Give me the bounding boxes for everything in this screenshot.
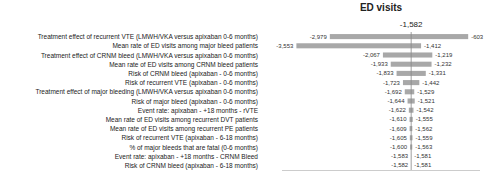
category-label: Risk of recurrent VTE (apixaban - 0-6 mo… <box>125 79 258 87</box>
value-label: -1,644 <box>388 98 406 104</box>
category-label: Mean rate of ED visits among CRNM bleed … <box>109 61 259 69</box>
value-label: -1,610 <box>390 116 408 122</box>
value-label: -1,723 <box>383 80 401 86</box>
value-label: -2,979 <box>310 34 328 40</box>
value-label: -1,582 <box>391 162 409 168</box>
baseline-label: -1,582 <box>400 20 423 29</box>
bars <box>296 32 468 170</box>
value-label: -1,529 <box>417 89 435 95</box>
category-label: Mean rate of ED visits among major bleed… <box>112 42 258 50</box>
baseline <box>411 32 412 170</box>
value-label: -1,609 <box>390 126 408 132</box>
value-label: -1,555 <box>416 116 434 122</box>
value-label: -1,833 <box>377 70 395 76</box>
category-label: Mean rate of ED visits among recurrent P… <box>110 125 259 133</box>
value-label: -1,442 <box>422 80 440 86</box>
value-label: -1,563 <box>415 144 433 150</box>
value-label: -1,600 <box>390 144 408 150</box>
value-label: -3,553 <box>276 43 294 49</box>
category-label: Mean rate of ED visits among recurrent D… <box>106 116 259 124</box>
title: ED visits <box>360 2 403 13</box>
value-label: -1,219 <box>435 52 453 58</box>
chart: ED visits Treatment effect of recurrent V… <box>0 0 500 173</box>
value-label: -1,412 <box>424 43 442 49</box>
category-label: Treatment effect of major bleeding (LMWH… <box>35 88 258 96</box>
category-label: Event rate: apixaban - +18 months - CRNM… <box>115 153 259 161</box>
category-label: Treatment effect of recurrent VTE (LMWH/… <box>38 33 258 41</box>
category-label: Event rate: apixaban - +18 months - rVTE <box>138 107 259 115</box>
bar <box>383 52 432 57</box>
value-label: -1,933 <box>371 61 389 67</box>
value-label: -1,583 <box>391 153 409 159</box>
bar <box>296 43 421 48</box>
bar <box>405 89 414 94</box>
value-label: -1,562 <box>415 126 433 132</box>
category-label: Risk of major bleed (apixaban - 0-6 mont… <box>132 98 258 106</box>
value-label: -1,581 <box>414 162 432 168</box>
value-label: -603 <box>471 34 484 40</box>
value-label: -1,605 <box>390 135 408 141</box>
category-label: Risk of CRNM bleed (apixaban - 0-6 month… <box>128 70 258 78</box>
value-label: -1,559 <box>416 135 434 141</box>
value-label: -1,542 <box>416 107 434 113</box>
value-labels: -2,979 -603 -3,553 -1,412 -2,067 -1,219 -1,933… <box>276 34 483 169</box>
x-axis-line <box>282 170 480 171</box>
value-label: -1,692 <box>385 89 403 95</box>
category-label: % of major bleeds that are fatal (0-6 mo… <box>129 144 258 152</box>
category-label: Risk of recurrent VTE (apixaban - 6-18 m… <box>121 134 258 142</box>
value-label: -1,521 <box>418 98 436 104</box>
category-labels: Treatment effect of recurrent VTE (LMWH/… <box>35 33 258 170</box>
value-label: -1,331 <box>429 70 447 76</box>
category-label: Risk of CRNM bleed (apixaban - 6-18 mont… <box>125 162 258 170</box>
value-label: -1,622 <box>389 107 407 113</box>
value-label: -2,067 <box>363 52 381 58</box>
value-label: -1,232 <box>435 61 453 67</box>
value-label: -1,581 <box>414 153 432 159</box>
category-label: Treatment effect of CRNM bleed (LMWH/VKA… <box>41 52 258 60</box>
bar <box>330 34 468 39</box>
